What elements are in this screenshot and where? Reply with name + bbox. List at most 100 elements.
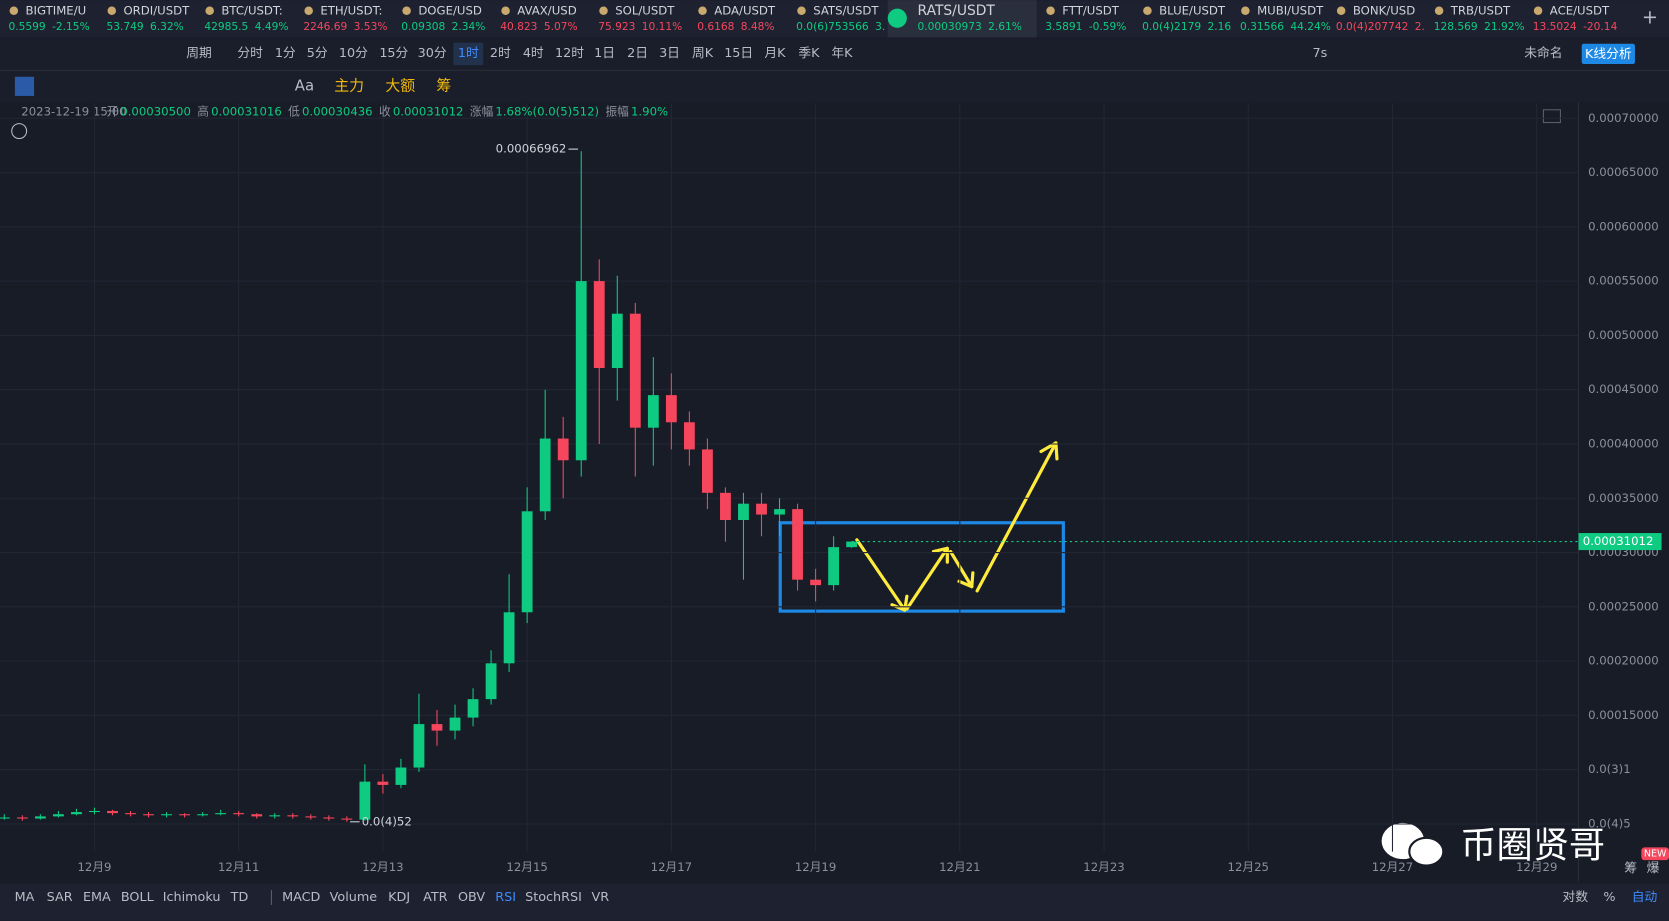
indicator-button[interactable]: BOLL bbox=[121, 890, 155, 905]
candle-body bbox=[593, 281, 605, 368]
ohlc-value: 0.00030500 bbox=[120, 104, 191, 118]
forecast-arrows[interactable] bbox=[855, 441, 1059, 612]
scale-option[interactable]: % bbox=[1603, 890, 1615, 905]
tab-symbol[interactable]: BONK/USD bbox=[1353, 3, 1415, 17]
period-button[interactable]: 2日 bbox=[627, 46, 648, 61]
period-button[interactable]: 2时 bbox=[490, 46, 511, 61]
y-tick-label: 0.00070000 bbox=[1588, 111, 1659, 125]
candle-body bbox=[359, 781, 371, 820]
tool-button[interactable]: 大额 bbox=[385, 76, 415, 94]
period-button[interactable]: 1分 bbox=[275, 46, 296, 61]
period-button[interactable]: 1日 bbox=[594, 46, 615, 61]
period-menu[interactable]: 周期 bbox=[186, 46, 212, 61]
range-box[interactable] bbox=[778, 521, 1065, 613]
tool-button[interactable]: Aa bbox=[295, 76, 314, 94]
crosshair-tool[interactable] bbox=[14, 76, 35, 96]
arrow[interactable] bbox=[855, 538, 907, 612]
x-tick-label: 12月25 bbox=[1228, 860, 1269, 874]
candle-body bbox=[215, 813, 227, 815]
scale-option[interactable]: 自动 bbox=[1632, 890, 1658, 905]
tab-symbol[interactable]: SATS/USDT bbox=[813, 3, 879, 17]
indicator-button[interactable]: Volume bbox=[330, 890, 378, 905]
y-tick-label: 0.00020000 bbox=[1588, 654, 1659, 668]
indicator-button[interactable]: EMA bbox=[83, 890, 111, 905]
y-tick-label: 0.0(4)5 bbox=[1588, 816, 1631, 830]
period-button[interactable]: 季K bbox=[798, 46, 820, 61]
candle-body bbox=[305, 816, 317, 818]
period-button[interactable]: 1时 bbox=[458, 46, 479, 61]
tab-symbol[interactable]: BTC/USDT: bbox=[221, 3, 282, 17]
fullscreen-icon[interactable] bbox=[1542, 109, 1561, 124]
period-button[interactable]: 年K bbox=[831, 46, 853, 61]
tab-symbol[interactable]: ORDI/USDT bbox=[123, 3, 190, 17]
tab-symbol[interactable]: RATS/USDT bbox=[918, 3, 996, 19]
tab-price: 2246.69 bbox=[303, 20, 347, 33]
tab-change: 6.32% bbox=[150, 20, 184, 33]
x-tick-label: 12月29 bbox=[1516, 860, 1557, 874]
indicator-button[interactable]: MACD bbox=[282, 890, 320, 905]
period-button[interactable]: 周K bbox=[692, 46, 714, 61]
scale-option[interactable]: 对数 bbox=[1563, 890, 1589, 905]
chips-button[interactable]: 筹 bbox=[1624, 860, 1637, 876]
indicator-button[interactable]: StochRSI bbox=[525, 890, 582, 905]
tab-symbol[interactable]: FTT/USDT bbox=[1062, 3, 1120, 17]
tab-symbol[interactable]: DOGE/USD bbox=[418, 3, 482, 17]
y-tick-label: 0.00045000 bbox=[1588, 382, 1659, 396]
period-button[interactable]: 15日 bbox=[724, 46, 753, 61]
period-button[interactable]: 分时 bbox=[237, 46, 263, 61]
arrow[interactable] bbox=[975, 441, 1058, 593]
arrow[interactable] bbox=[948, 549, 974, 589]
tab-symbol[interactable]: MUBI/USDT bbox=[1257, 3, 1324, 17]
period-button[interactable]: 4时 bbox=[523, 46, 544, 61]
arrow[interactable] bbox=[905, 546, 949, 611]
period-button[interactable]: 10分 bbox=[339, 46, 368, 61]
tab-symbol[interactable]: ETH/USDT: bbox=[320, 3, 382, 17]
candle-body bbox=[647, 395, 659, 428]
tool-button[interactable]: 筹 bbox=[436, 76, 451, 94]
indicator-button[interactable]: RSI bbox=[495, 890, 516, 905]
candle-body bbox=[431, 724, 443, 731]
tab-symbol[interactable]: SOL/USDT bbox=[615, 3, 675, 17]
collapse-icon[interactable] bbox=[11, 123, 28, 140]
candle-body bbox=[575, 281, 587, 461]
indicator-button[interactable]: VR bbox=[592, 890, 610, 905]
burst-button[interactable]: 爆 bbox=[1647, 861, 1660, 876]
layout-name[interactable]: 未命名 bbox=[1524, 45, 1562, 61]
tab-icon bbox=[797, 6, 806, 16]
analysis-button[interactable]: K线分析 bbox=[1585, 47, 1632, 62]
tab-price: 53.749 bbox=[106, 20, 143, 33]
period-button[interactable]: 30分 bbox=[418, 46, 447, 61]
tab-symbol[interactable]: TRB/USDT bbox=[1450, 3, 1511, 17]
indicator-button[interactable]: OBV bbox=[458, 890, 485, 905]
tab-symbol[interactable]: ACE/USDT bbox=[1550, 3, 1610, 17]
indicator-button[interactable]: Ichimoku bbox=[163, 890, 221, 905]
analysis-button-bg[interactable] bbox=[1581, 43, 1635, 65]
period-button[interactable]: 3日 bbox=[659, 46, 680, 61]
tab-symbol[interactable]: BIGTIME/U bbox=[26, 3, 87, 17]
tab-change: 2. bbox=[1415, 20, 1425, 33]
indicator-button[interactable]: TD bbox=[230, 890, 249, 905]
period-button[interactable]: 12时 bbox=[555, 46, 584, 61]
candle-body bbox=[485, 663, 497, 700]
active-tab[interactable] bbox=[887, 0, 1037, 38]
tab-symbol[interactable]: ADA/USDT bbox=[714, 3, 776, 17]
period-button[interactable]: 5分 bbox=[307, 46, 328, 61]
indicator-button[interactable]: SAR bbox=[47, 890, 73, 905]
indicator-button[interactable]: MA bbox=[15, 890, 35, 905]
active-period-bg[interactable] bbox=[453, 42, 484, 66]
tab-symbol[interactable]: AVAX/USD bbox=[517, 3, 576, 17]
tab-symbol[interactable]: BLUE/USDT bbox=[1159, 3, 1226, 17]
tab-price: 0.0(6)753566 bbox=[796, 20, 869, 33]
tab-icon bbox=[304, 6, 313, 16]
indicator-button[interactable]: ATR bbox=[423, 890, 448, 905]
y-tick-label: 0.0(3)1 bbox=[1588, 762, 1631, 776]
tool-button[interactable]: 主力 bbox=[334, 76, 364, 94]
candle-body bbox=[702, 449, 713, 493]
candle-body bbox=[683, 422, 695, 450]
period-button[interactable]: 月K bbox=[764, 46, 786, 61]
period-button[interactable]: 15分 bbox=[379, 46, 408, 61]
indicator-button[interactable]: KDJ bbox=[388, 890, 410, 905]
add-tab-icon[interactable]: + bbox=[1642, 6, 1658, 29]
candle-body bbox=[756, 503, 767, 515]
tab-price: 0.00030973 bbox=[918, 20, 982, 33]
